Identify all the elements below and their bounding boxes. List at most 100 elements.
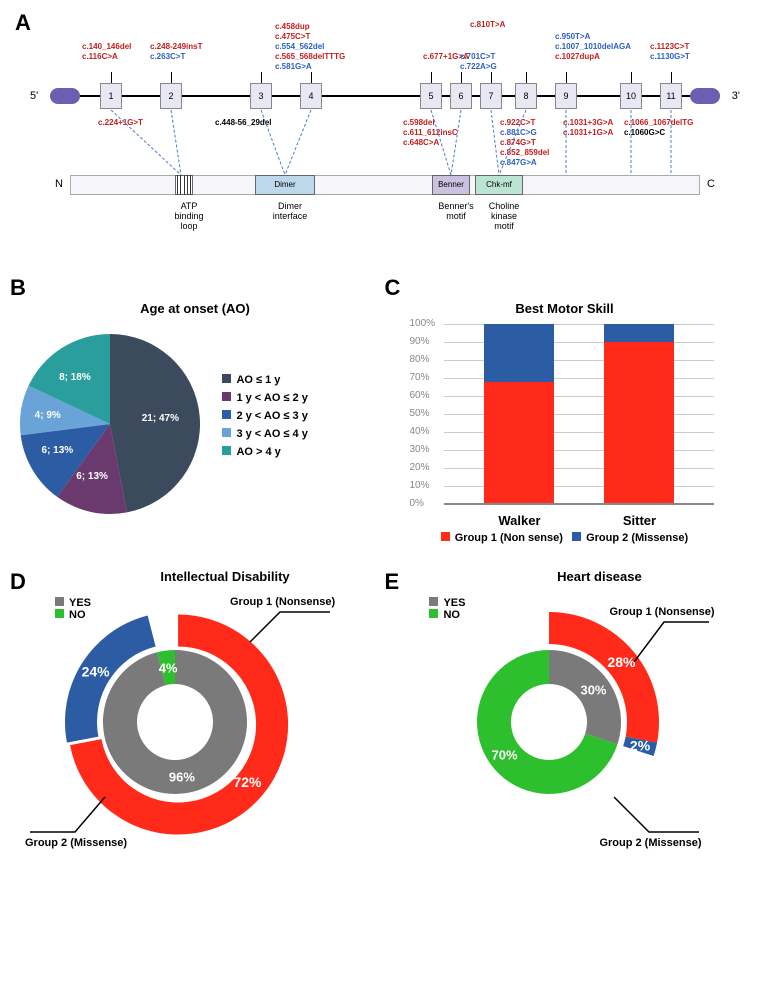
bar-segment [604, 342, 674, 504]
domain-box: Chk-mf [475, 175, 523, 195]
panel-e: E Heart disease 28%2%30%70%Group 1 (Nons… [384, 569, 754, 869]
mutation-label: c.1031+1G>A [563, 128, 613, 137]
exon-8: 8 [515, 83, 537, 109]
pie-slice-label: 6; 13% [42, 445, 74, 456]
callout-label: Group 2 (Missense) [599, 837, 701, 849]
utr-3prime [690, 88, 720, 104]
donut-d: 72%24%96%4%Group 1 (Nonsense)Group 2 (Mi… [65, 592, 325, 852]
mutation-label: c.1007_1010delAGA [555, 42, 631, 51]
svg-text:4%: 4% [159, 660, 178, 675]
mutation-label: c.1066_1067delTG [624, 118, 693, 127]
mutation-label: c.1060G>C [624, 128, 665, 137]
panel-a-label: A [15, 10, 31, 36]
exon-11: 11 [660, 83, 682, 109]
exon-5: 5 [420, 83, 442, 109]
exon-9: 9 [555, 83, 577, 109]
mutation-label: c.611_612insC [403, 128, 458, 137]
mutation-label: c.874G>T [500, 138, 536, 147]
svg-text:72%: 72% [233, 774, 262, 790]
pie-slice-label: 21; 47% [142, 413, 179, 424]
legend-item: 2 y < AO ≤ 3 y [222, 410, 307, 422]
svg-text:24%: 24% [82, 664, 111, 680]
domain-caption: Dimerinterface [250, 202, 330, 222]
domain-box: Benner [432, 175, 470, 195]
donut-e: 28%2%30%70%Group 1 (Nonsense)Group 2 (Mi… [439, 592, 699, 852]
n-term-label: N [55, 178, 63, 190]
mutation-label: c.224+1G>T [98, 118, 143, 127]
svg-text:30%: 30% [581, 683, 607, 698]
protein-domain-bar [70, 175, 700, 195]
panel-b-label: B [10, 275, 380, 301]
mutation-label: c.581G>A [275, 62, 312, 71]
callout-label: Group 1 (Nonsense) [230, 596, 335, 608]
exon-4: 4 [300, 83, 322, 109]
pie-slice-label: 8; 18% [59, 372, 91, 383]
mutation-label: c.881C>G [500, 128, 537, 137]
mutation-label: c.810T>A [470, 20, 505, 29]
mutation-label: c.1123C>T [650, 42, 689, 51]
svg-text:96%: 96% [169, 770, 195, 785]
exon-10: 10 [620, 83, 642, 109]
svg-text:2%: 2% [630, 737, 651, 753]
mutation-label: c.116C>A [82, 52, 118, 61]
panel-c: C Best Motor Skill 0%10%20%30%40%50%60%7… [384, 275, 744, 544]
svg-text:28%: 28% [608, 654, 637, 670]
domain-box: Dimer [255, 175, 315, 195]
mutation-label: c.922C>T [500, 118, 535, 127]
mutation-label: c.448-56_29del [215, 118, 272, 127]
domain-caption: ATP bindingloop [170, 202, 208, 232]
exon-3: 3 [250, 83, 272, 109]
panel-d-label: D [10, 569, 26, 595]
panel-b: B Age at onset (AO) 21; 47% 6; 13% 6; 13% 4… [10, 275, 380, 529]
figure-root: A 5' 3' 1234567891011 c.140_146delc.116C… [0, 0, 770, 879]
callout-label: Group 1 (Nonsense) [609, 606, 714, 618]
domain-caption: Cholinekinasemotif [470, 202, 538, 232]
pie-slice-label: 6; 13% [76, 471, 108, 482]
five-prime-label: 5' [30, 90, 38, 102]
exon-7: 7 [480, 83, 502, 109]
mutation-label: c.950T>A [555, 32, 590, 41]
mutation-label: c.648C>A [403, 138, 439, 147]
mutation-label: c.248-249insT [150, 42, 202, 51]
mutation-label: c.1130G>T [650, 52, 690, 61]
legend-item: AO ≤ 1 y [222, 374, 307, 386]
panel-c-label: C [384, 275, 744, 301]
mutation-label: c.140_146del [82, 42, 131, 51]
legend-item: AO > 4 y [222, 446, 307, 458]
bar-category-label: Walker [484, 513, 554, 528]
mutation-label: c.847G>A [500, 158, 537, 167]
mutation-label: c.475C>T [275, 32, 310, 41]
mutation-label: c.554_562del [275, 42, 324, 51]
panel-c-title: Best Motor Skill [384, 301, 744, 316]
legend-item: 3 y < AO ≤ 4 y [222, 428, 307, 440]
three-prime-label: 3' [732, 90, 740, 102]
bar-category-label: Sitter [604, 513, 674, 528]
mutation-label: c.565_568delTTTG [275, 52, 345, 61]
mutation-label: c.458dup [275, 22, 310, 31]
pie-b: 21; 47% 6; 13% 6; 13% 4; 9% 8; 18% [10, 324, 210, 524]
callout-label: Group 2 (Missense) [25, 837, 127, 849]
legend-b: AO ≤ 1 y 1 y < AO ≤ 2 y 2 y < AO ≤ 3 y 3 y … [222, 374, 307, 464]
legend-c: Group 1 (Non sense) Group 2 (Missense) [384, 532, 744, 544]
panel-b-title: Age at onset (AO) [10, 301, 380, 316]
mutation-label: c.722A>G [460, 62, 497, 71]
panel-a: A 5' 3' 1234567891011 c.140_146delc.116C… [10, 10, 760, 260]
pie-slice-label: 4; 9% [35, 410, 61, 421]
mutation-label: c.1031+3G>A [563, 118, 613, 127]
mutation-label: c.598del [403, 118, 435, 127]
legend-item: 1 y < AO ≤ 2 y [222, 392, 307, 404]
legend-yes-no: YESNO [429, 597, 465, 621]
bar-segment [484, 382, 554, 504]
exon-2: 2 [160, 83, 182, 109]
mutation-label: c.701C>T [460, 52, 495, 61]
mutation-label: c.263C>T [150, 52, 185, 61]
bar-segment [484, 324, 554, 382]
mutation-label: c.852_859del [500, 148, 549, 157]
c-term-label: C [707, 178, 715, 190]
exon-1: 1 [100, 83, 122, 109]
bar-chart-c: 0%10%20%30%40%50%60%70%80%90%100%WalkerS… [414, 324, 734, 524]
panel-d: D Intellectual Disability 72%24%96%4%Gro… [10, 569, 380, 869]
legend-yes-no: YESNO [55, 597, 91, 621]
svg-text:70%: 70% [492, 747, 518, 762]
bar-segment [604, 324, 674, 342]
